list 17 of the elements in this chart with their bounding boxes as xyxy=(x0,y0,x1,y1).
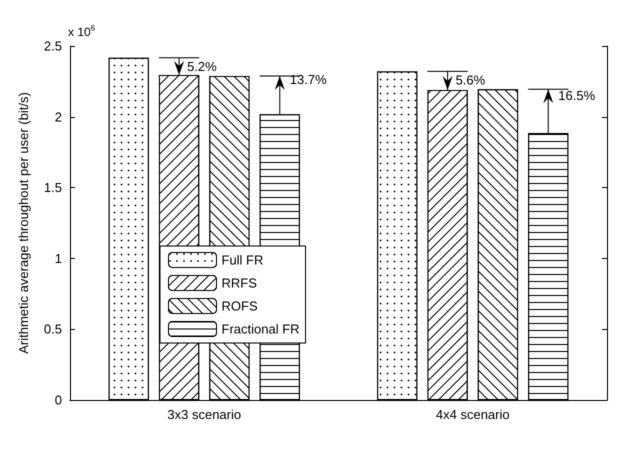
y-tick-label: 1.5 xyxy=(44,180,62,196)
y-tick-label: 1 xyxy=(54,250,62,266)
y-tick-label: 2.5 xyxy=(44,38,62,54)
y-tick-label: 0.5 xyxy=(44,322,62,337)
legend-label: Full FR xyxy=(222,252,264,268)
legend-label: ROFS xyxy=(222,298,258,314)
legend-label: Fractional FR xyxy=(222,322,300,336)
annotation: 5.2% xyxy=(187,58,218,74)
legend-label: RRFS xyxy=(222,276,258,290)
annotation: 5.6% xyxy=(456,72,486,88)
x-tick-label: 4x4 scenario xyxy=(436,407,510,422)
y-tick-label: 2 xyxy=(54,109,62,124)
annotation: 16.5% xyxy=(558,88,596,104)
y-tick-label: 0 xyxy=(54,392,62,408)
x-tick-label: 3x3 scenario xyxy=(167,407,242,422)
y-axis-title: Arithmetic average throughout per user (bit/s) xyxy=(16,92,31,354)
annotation: 13.7% xyxy=(290,72,328,88)
